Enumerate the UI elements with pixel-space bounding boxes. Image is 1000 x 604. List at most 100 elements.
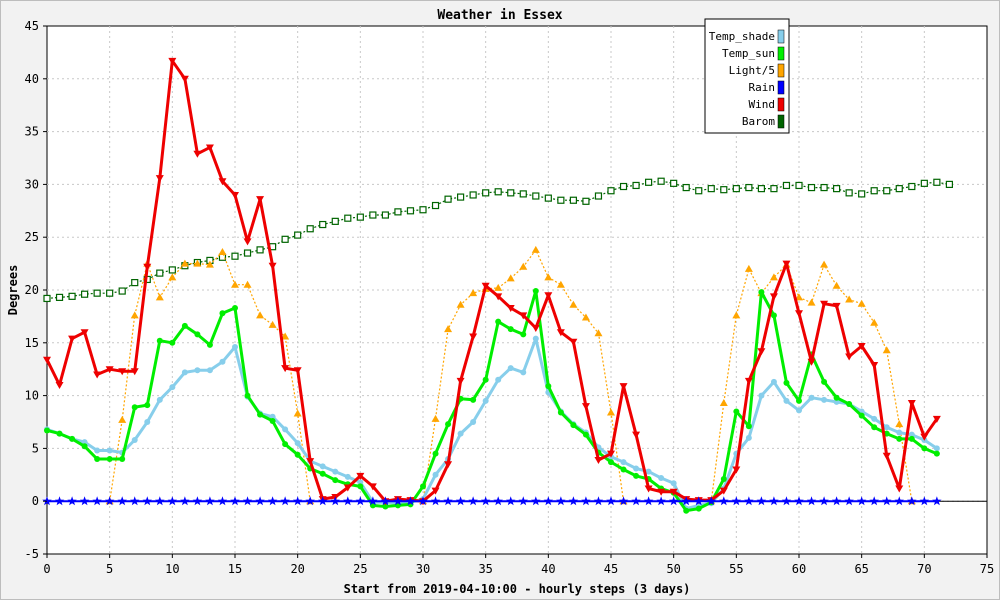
data-point [857,342,866,350]
data-point [545,383,552,390]
data-point [432,471,439,478]
data-point [670,480,677,487]
data-point [695,187,703,195]
data-point [331,217,339,225]
data-point [205,496,215,506]
data-point [507,326,514,333]
data-point [242,496,253,506]
data-point [758,392,765,399]
data-point [856,496,867,506]
data-point [568,496,579,506]
data-point [218,247,227,255]
y-tick-label: 40 [25,72,39,86]
data-point [106,455,113,462]
y-axis-ticks: -5 0 5 10 15 20 25 30 35 40 45 [25,19,47,561]
x-tick-label: 15 [228,562,242,576]
data-point [493,496,503,506]
data-point [582,431,589,438]
data-point [468,496,478,506]
data-point [69,435,76,442]
data-point [457,430,464,437]
data-point [582,197,590,205]
data-point [795,310,803,318]
data-point [180,496,190,506]
data-point [243,280,252,288]
data-point [218,178,227,186]
data-point [556,496,566,506]
data-point [544,273,553,281]
data-point [495,318,502,325]
data-point [895,185,903,193]
data-point [181,322,188,329]
data-point [531,325,540,333]
data-point [219,358,226,365]
series-wind [43,57,941,506]
data-point [131,436,138,443]
data-point [344,473,351,480]
data-point [569,338,578,346]
data-point [282,426,289,433]
data-point [857,299,866,307]
data-point [319,470,326,477]
data-point [131,279,139,287]
data-point [156,396,163,403]
data-point [882,452,891,460]
data-point [883,424,890,431]
data-point [769,293,778,301]
legend-label: Rain [749,81,776,94]
data-point [732,466,741,474]
data-point [770,312,777,319]
x-tick-label: 50 [666,562,680,576]
y-tick-label: 15 [25,336,39,350]
data-point [769,273,778,281]
data-point [343,484,352,492]
data-point [896,429,903,436]
data-point [832,302,841,310]
data-point [821,396,828,403]
data-point [232,304,238,311]
data-point [168,57,177,65]
data-point [908,435,915,442]
y-tick-label: 35 [25,125,39,139]
data-point [844,496,854,506]
data-point [833,398,840,405]
data-point [281,365,290,373]
data-point [319,220,327,229]
series-layer [42,57,954,514]
data-point [130,368,139,376]
data-point [494,188,502,196]
data-point [256,246,264,254]
data-point [668,496,679,506]
data-point [720,186,728,194]
data-point [368,496,378,506]
data-point [757,348,766,356]
data-point [420,483,426,490]
data-point [244,392,251,399]
data-point [356,472,365,480]
data-point [795,293,803,301]
data-point [80,329,89,337]
data-point [431,201,440,210]
data-point [870,187,878,195]
data-point [470,419,477,425]
legend-label: Temp_sun [722,47,775,60]
data-point [81,439,88,446]
data-point [168,266,176,274]
data-point [445,421,452,428]
data-point [268,320,277,328]
data-point [608,459,614,466]
data-point [269,413,276,420]
data-point [306,458,315,466]
y-tick-label: 45 [25,19,39,33]
series-line-wind [45,59,939,503]
data-point [506,496,516,506]
data-point [820,260,829,268]
data-point [519,190,527,198]
data-point [821,378,828,385]
data-point [519,262,528,270]
x-tick-label: 45 [604,562,618,576]
data-point [544,194,552,202]
data-point [457,193,465,201]
data-point [230,496,240,506]
data-point [782,181,791,190]
